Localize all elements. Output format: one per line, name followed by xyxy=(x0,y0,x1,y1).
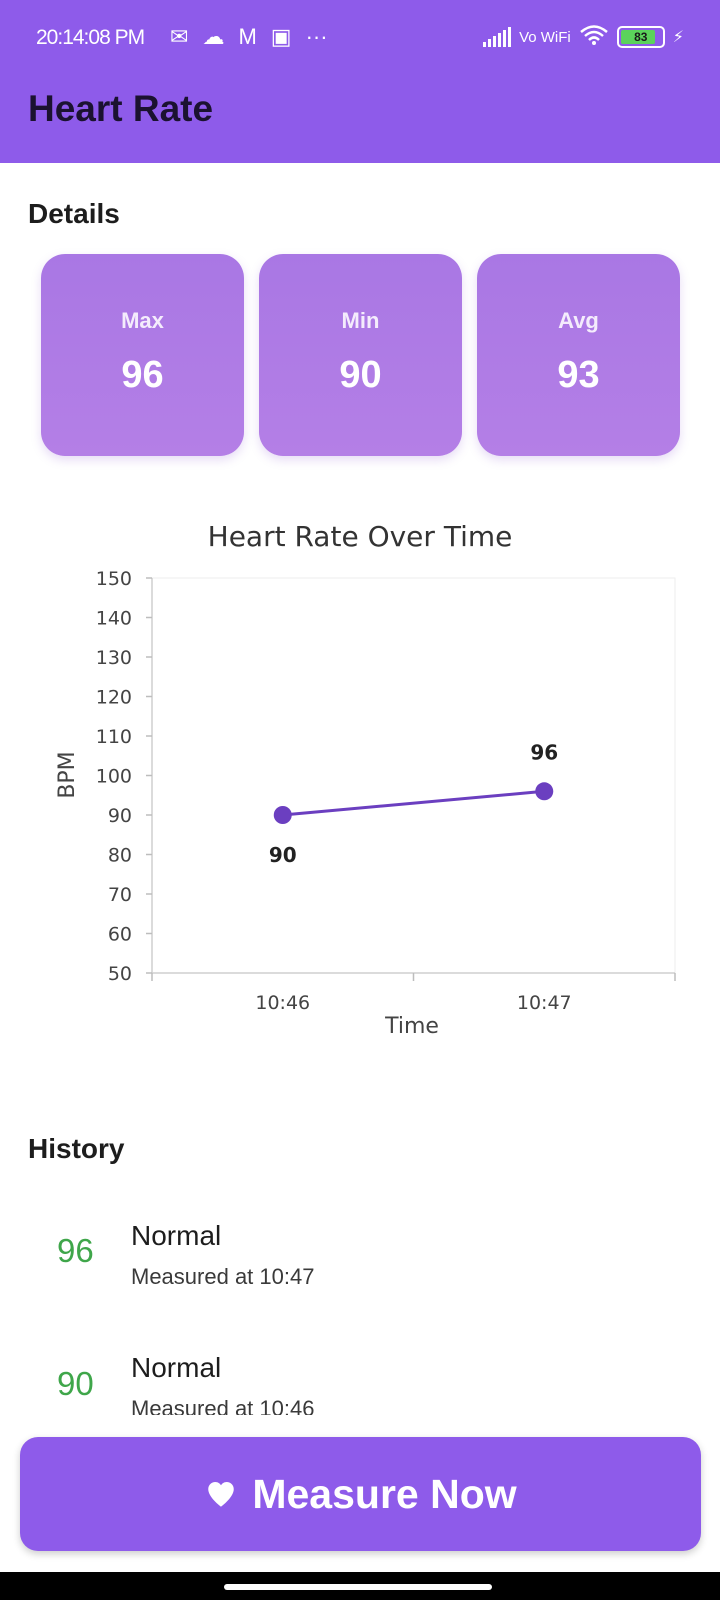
card-label: Min xyxy=(341,308,380,333)
history-list: 96 Normal Measured at 10:47 90 Normal Me… xyxy=(0,1180,720,1415)
page-title: Heart Rate xyxy=(28,88,214,129)
history-value: 96 xyxy=(57,1232,94,1269)
y-tick-label: 120 xyxy=(96,687,132,709)
battery-level: 83 xyxy=(634,30,648,44)
mail-icon: M xyxy=(238,24,257,49)
y-tick-label: 70 xyxy=(108,884,132,906)
app-bar: 20:14:08 PM ✉ ☁ M ▣ ··· Vo WiFi xyxy=(0,0,720,163)
measure-now-label: Measure Now xyxy=(252,1470,517,1517)
chart-ticks: 50 60 70 80 90 100 110 120 130 140 150 10:46 10:47 xyxy=(96,568,676,1014)
y-tick-label: 130 xyxy=(96,647,132,669)
y-tick-label: 150 xyxy=(96,568,132,590)
status-time: 20:14:08 PM xyxy=(36,26,145,49)
y-tick-label: 90 xyxy=(108,805,132,827)
chart-ylabel: BPM xyxy=(55,751,80,798)
notification-icons: ✉ ☁ M ▣ ··· xyxy=(170,24,328,50)
data-label: 90 xyxy=(269,843,297,867)
data-point xyxy=(273,806,292,824)
heart-icon xyxy=(208,1481,235,1507)
cloud-icon: ☁ xyxy=(202,24,225,49)
card-value: 93 xyxy=(557,354,600,396)
battery-icon: 83 xyxy=(616,26,665,48)
charging-icon: ⚡ xyxy=(672,29,684,46)
card-label: Max xyxy=(121,308,164,333)
history-time: Measured at 10:47 xyxy=(131,1264,315,1289)
y-tick-label: 80 xyxy=(108,845,132,867)
chart-title: Heart Rate Over Time xyxy=(208,520,513,553)
max-card: Max 96 xyxy=(41,254,244,456)
card-value: 96 xyxy=(121,354,164,396)
data-label: 96 xyxy=(530,740,558,764)
heart-rate-chart: Heart Rate Over Time BPM Time 50 60 70 80 90… xyxy=(0,500,720,1080)
x-tick-label: 10:46 xyxy=(255,992,310,1014)
history-value: 90 xyxy=(57,1365,94,1402)
history-status: Normal xyxy=(131,1352,222,1383)
history-title: History xyxy=(28,1133,125,1164)
chart-xlabel: Time xyxy=(384,1014,439,1039)
history-status: Normal xyxy=(131,1220,222,1251)
screen-icon: ▣ xyxy=(270,24,292,49)
chart-svg: Heart Rate Over Time BPM Time 50 60 70 80 90… xyxy=(55,520,676,1039)
wifi-icon xyxy=(579,24,609,50)
stats-cards: Max 96 Min 90 Avg 93 xyxy=(41,254,680,456)
data-point xyxy=(535,782,554,801)
card-value: 90 xyxy=(339,354,382,396)
y-tick-label: 100 xyxy=(96,766,132,788)
chart-axes xyxy=(151,577,676,974)
y-tick-label: 140 xyxy=(96,608,132,630)
more-notifications-icon: ··· xyxy=(305,24,328,49)
history-item[interactable]: 90 Normal Measured at 10:46 xyxy=(0,1312,720,1415)
details-title: Details xyxy=(28,198,120,229)
y-tick-label: 110 xyxy=(96,726,132,748)
status-right: Vo WiFi 83 ⚡ xyxy=(483,24,684,50)
home-gesture-handle[interactable] xyxy=(224,1584,492,1590)
y-tick-label: 60 xyxy=(108,924,132,946)
network-label: Vo WiFi xyxy=(519,28,571,46)
history-time: Measured at 10:46 xyxy=(131,1396,315,1415)
status-bar: 20:14:08 PM ✉ ☁ M ▣ ··· Vo WiFi xyxy=(0,0,720,80)
plot-area xyxy=(151,577,676,974)
min-card: Min 90 xyxy=(259,254,462,456)
card-label: Avg xyxy=(558,308,599,333)
chat-icon: ✉ xyxy=(170,24,189,49)
series-line xyxy=(282,789,545,817)
x-tick-label: 10:47 xyxy=(517,992,572,1014)
signal-icon xyxy=(483,27,512,47)
avg-card: Avg 93 xyxy=(477,254,680,456)
y-tick-label: 50 xyxy=(108,963,132,985)
chart-series: 90 96 xyxy=(269,740,558,867)
measure-now-button[interactable]: Measure Now xyxy=(20,1437,701,1551)
history-item[interactable]: 96 Normal Measured at 10:47 xyxy=(0,1180,720,1300)
